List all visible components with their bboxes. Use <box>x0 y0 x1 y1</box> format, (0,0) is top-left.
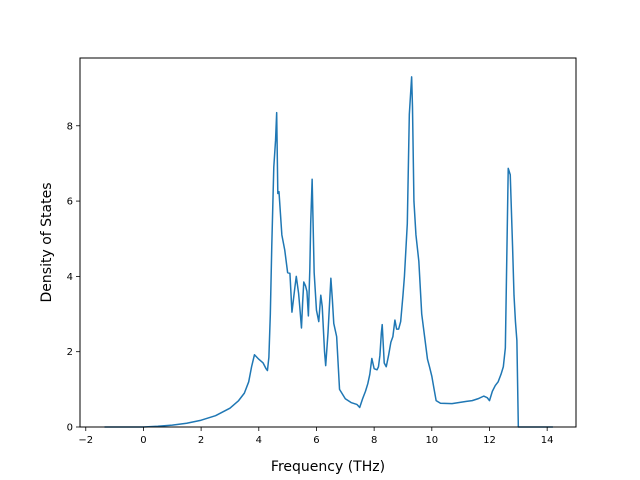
x-tick-label: 8 <box>371 435 377 446</box>
y-tick-label: 4 <box>67 272 73 283</box>
y-axis-label: Density of States <box>39 183 55 303</box>
plot-area <box>104 76 553 428</box>
y-tick-label: 2 <box>67 347 73 358</box>
y-tick-label: 0 <box>67 423 73 434</box>
x-tick-label: 0 <box>140 435 146 446</box>
x-tick-label: 12 <box>483 435 496 446</box>
x-tick-label: 14 <box>541 435 554 446</box>
x-tick-label: 4 <box>256 435 262 446</box>
series-line-0 <box>104 76 553 428</box>
x-axis-label: Frequency (THz) <box>271 459 385 475</box>
x-tick-label: 2 <box>198 435 204 446</box>
x-tick-label: 10 <box>425 435 438 446</box>
x-tick-label: 6 <box>313 435 319 446</box>
plot-frame <box>79 57 577 428</box>
x-axis-ticks: −2 0 2 4 6 8 10 12 14 <box>78 427 554 446</box>
y-axis-ticks: 0 2 4 6 8 <box>67 121 80 434</box>
y-tick-label: 8 <box>67 121 73 132</box>
y-tick-label: 6 <box>67 197 73 208</box>
x-tick-label: −2 <box>78 435 93 446</box>
